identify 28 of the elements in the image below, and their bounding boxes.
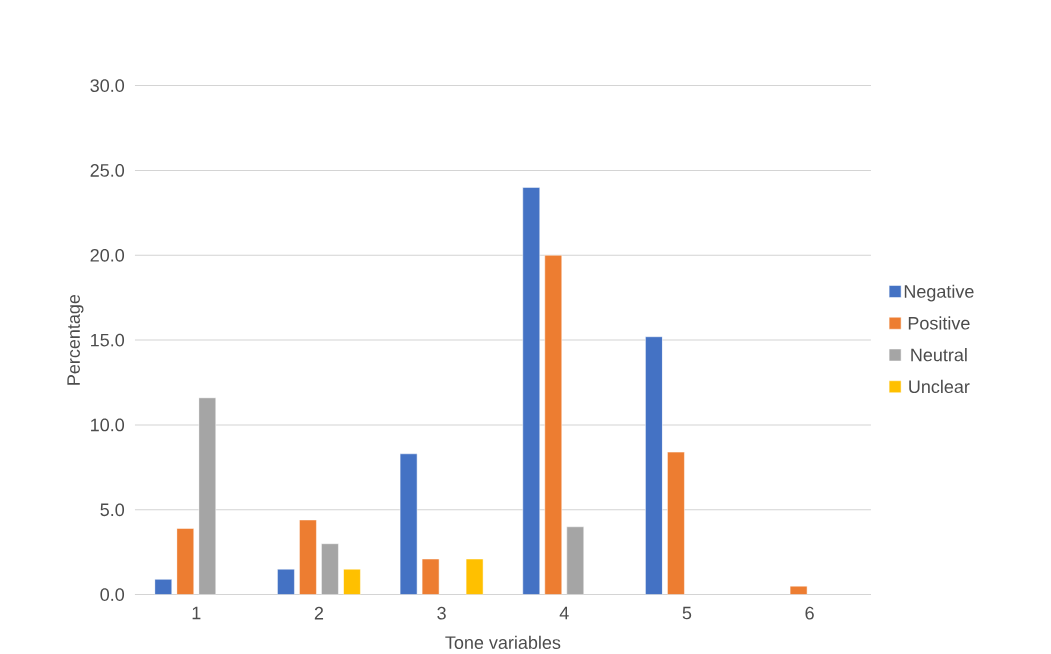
x-tick-label: 4 bbox=[559, 606, 569, 620]
legend-label: Negative bbox=[904, 284, 974, 302]
y-tick-label: 15.0 bbox=[91, 333, 125, 347]
y-tick-label: 10.0 bbox=[91, 418, 125, 432]
x-tick-label: 6 bbox=[805, 606, 814, 620]
legend-label: Neutral bbox=[911, 348, 967, 362]
bar bbox=[645, 336, 663, 595]
bar bbox=[522, 187, 541, 595]
bar bbox=[198, 397, 217, 595]
bar bbox=[321, 543, 339, 595]
bar bbox=[544, 255, 563, 595]
y-tick-label: 30.0 bbox=[90, 79, 125, 92]
legend-label: Unclear bbox=[909, 379, 970, 394]
x-tick-label: 1 bbox=[192, 606, 201, 620]
y-tick-label: 20.0 bbox=[90, 248, 125, 262]
x-axis-title: Tone variables bbox=[445, 635, 561, 649]
legend-label: Positive bbox=[908, 316, 970, 330]
y-tick-label: 5.0 bbox=[100, 503, 125, 517]
y-tick-label: 0.0 bbox=[100, 588, 125, 601]
x-tick-label: 3 bbox=[437, 606, 446, 620]
y-tick-label: 25.0 bbox=[90, 164, 125, 177]
bar bbox=[176, 528, 195, 595]
x-tick-label: 5 bbox=[682, 606, 692, 620]
bar bbox=[667, 451, 685, 595]
bar bbox=[299, 519, 317, 595]
x-tick-label: 2 bbox=[314, 606, 324, 620]
y-axis-title: Percentage bbox=[67, 294, 84, 385]
bar bbox=[566, 526, 585, 595]
